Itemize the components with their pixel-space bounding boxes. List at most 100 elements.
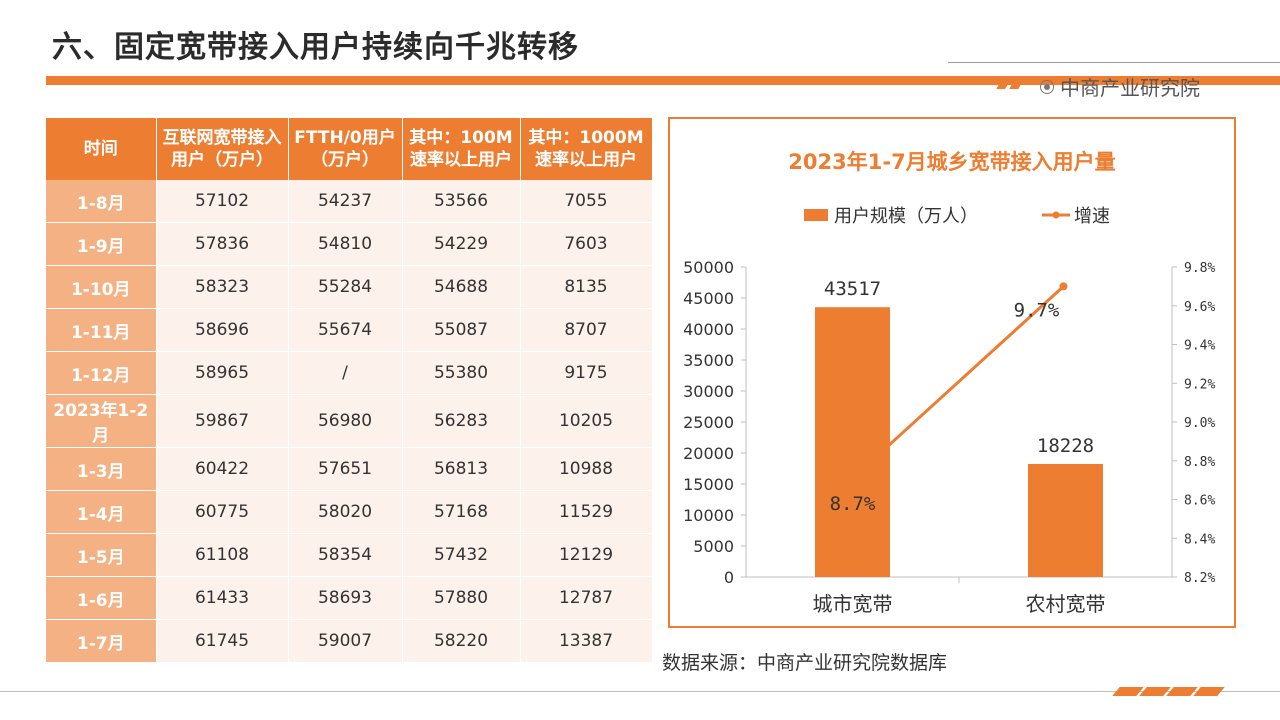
- cell-internet-users: 57836: [156, 222, 289, 266]
- chart-title: 2023年1-7月城乡宽带接入用户量: [788, 150, 1115, 174]
- bar-0: [815, 307, 890, 577]
- y-right-tick-label: 8.4%: [1184, 532, 1215, 547]
- header-divider: [948, 62, 1280, 63]
- cell-100m-users: 56813: [402, 447, 521, 491]
- cell-period: 2023年1-2月: [46, 394, 157, 448]
- table-row: 1-6月 61433 58693 57880 12787: [46, 576, 653, 620]
- cell-period: 1-12月: [46, 351, 157, 395]
- y-left-tick-label: 20000: [683, 444, 734, 463]
- cell-100m-users: 54688: [402, 265, 521, 309]
- y-right-tick-label: 9.0%: [1184, 416, 1215, 431]
- footer-divider: [0, 691, 1280, 692]
- header-100m-users: 其中：100M速率以上用户: [402, 118, 521, 180]
- cell-period: 1-6月: [46, 576, 157, 620]
- cell-internet-users: 61745: [156, 619, 289, 663]
- table-row: 1-8月 57102 54237 53566 7055: [46, 180, 653, 223]
- cell-100m-users: 56283: [402, 394, 521, 448]
- bar-1: [1028, 463, 1103, 577]
- table-row: 2023年1-2月 59867 56980 56283 10205: [46, 394, 653, 448]
- cell-1000m-users: 8707: [520, 308, 653, 352]
- cell-internet-users: 59867: [156, 394, 289, 448]
- growth-point-0: [846, 476, 855, 485]
- header-1000m-users: 其中：1000M速率以上用户: [520, 118, 653, 180]
- legend-line-marker: [1052, 211, 1060, 219]
- y-left-tick-label: 50000: [683, 258, 734, 277]
- cell-100m-users: 57432: [402, 533, 521, 577]
- cell-1000m-users: 8135: [520, 265, 653, 309]
- cell-100m-users: 54229: [402, 222, 521, 266]
- chart-panel: 2023年1-7月城乡宽带接入用户量 用户规模（万人） 增速 0 5000 10000 15…: [668, 117, 1236, 628]
- cell-1000m-users: 12129: [520, 533, 653, 577]
- header-internet-users: 互联网宽带接入用户（万户）: [156, 118, 289, 180]
- table-row: 1-9月 57836 54810 54229 7603: [46, 222, 653, 266]
- title-underline: [46, 76, 1280, 85]
- cell-period: 1-3月: [46, 447, 157, 491]
- growth-data-label: 9.7%: [1014, 299, 1060, 321]
- y-left-tick-label: 45000: [683, 289, 734, 308]
- cell-1000m-users: 11529: [520, 490, 653, 534]
- cell-ftth-users: 55674: [288, 308, 403, 352]
- cell-ftth-users: 54810: [288, 222, 403, 266]
- growth-point-1: [1059, 282, 1068, 291]
- cell-internet-users: 58965: [156, 351, 289, 395]
- bar-data-label: 18228: [1037, 435, 1094, 457]
- legend-line-label: 增速: [1074, 206, 1110, 227]
- x-category-label: 农村宽带: [1026, 592, 1106, 616]
- cell-100m-users: 58220: [402, 619, 521, 663]
- cell-internet-users: 57102: [156, 180, 289, 223]
- brand-circle-icon: [1040, 80, 1054, 94]
- cell-period: 1-10月: [46, 265, 157, 309]
- y-right-tick-label: 9.8%: [1184, 261, 1215, 276]
- legend-bar-label: 用户规模（万人）: [834, 206, 978, 227]
- y-left-tick-label: 0: [724, 568, 734, 587]
- y-right-tick-label: 9.6%: [1184, 300, 1215, 315]
- cell-100m-users: 57880: [402, 576, 521, 620]
- cell-1000m-users: 7603: [520, 222, 653, 266]
- cell-100m-users: 57168: [402, 490, 521, 534]
- cell-1000m-users: 10205: [520, 394, 653, 448]
- cell-ftth-users: /: [288, 351, 403, 395]
- y-right-tick-label: 8.8%: [1184, 455, 1215, 470]
- table-header-row: 时间 互联网宽带接入用户（万户） FTTH/0用户（万户） 其中：100M速率以…: [46, 118, 653, 180]
- cell-100m-users: 55380: [402, 351, 521, 395]
- cell-1000m-users: 9175: [520, 351, 653, 395]
- y-left-tick-label: 30000: [683, 382, 734, 401]
- footer-stripes: [1112, 681, 1225, 700]
- cell-period: 1-9月: [46, 222, 157, 266]
- y-left-tick-label: 25000: [683, 413, 734, 432]
- cell-internet-users: 58323: [156, 265, 289, 309]
- source-note: 数据来源：中商产业研究院数据库: [662, 652, 948, 674]
- cell-ftth-users: 58693: [288, 576, 403, 620]
- legend-bar-swatch: [804, 209, 828, 221]
- cell-100m-users: 53566: [402, 180, 521, 223]
- table-row: 1-3月 60422 57651 56813 10988: [46, 447, 653, 491]
- cell-ftth-users: 58354: [288, 533, 403, 577]
- cell-ftth-users: 54237: [288, 180, 403, 223]
- growth-line: [849, 285, 1065, 482]
- cell-1000m-users: 12787: [520, 576, 653, 620]
- y-left-tick-label: 40000: [683, 320, 734, 339]
- cell-period: 1-11月: [46, 308, 157, 352]
- decorative-stripes: [996, 74, 1026, 93]
- bar-data-label: 43517: [824, 278, 881, 300]
- cell-period: 1-7月: [46, 619, 157, 663]
- y-right-tick-label: 8.6%: [1184, 494, 1215, 509]
- cell-1000m-users: 10988: [520, 447, 653, 491]
- cell-1000m-users: 13387: [520, 619, 653, 663]
- table-row: 1-10月 58323 55284 54688 8135: [46, 265, 653, 309]
- y-right-tick-label: 9.2%: [1184, 377, 1215, 392]
- cell-internet-users: 58696: [156, 308, 289, 352]
- cell-ftth-users: 55284: [288, 265, 403, 309]
- header-ftth-users: FTTH/0用户（万户）: [288, 118, 403, 180]
- cell-internet-users: 61433: [156, 576, 289, 620]
- cell-100m-users: 55087: [402, 308, 521, 352]
- cell-period: 1-4月: [46, 490, 157, 534]
- cell-ftth-users: 57651: [288, 447, 403, 491]
- table-row: 1-5月 61108 58354 57432 12129: [46, 533, 653, 577]
- table-row: 1-4月 60775 58020 57168 11529: [46, 490, 653, 534]
- table-row: 1-11月 58696 55674 55087 8707: [46, 308, 653, 352]
- y-left-tick-label: 5000: [693, 537, 734, 556]
- cell-ftth-users: 58020: [288, 490, 403, 534]
- cell-ftth-users: 59007: [288, 619, 403, 663]
